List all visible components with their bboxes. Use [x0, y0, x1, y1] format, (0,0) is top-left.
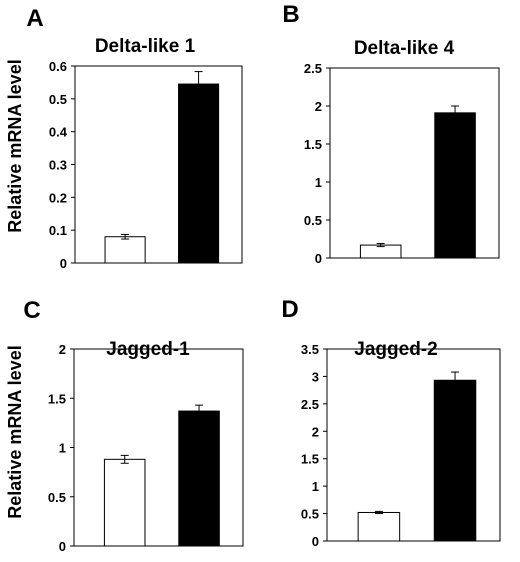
y-tick-label-a-1: 0.1 — [49, 223, 67, 238]
y-tick-label-b-2: 1 — [315, 175, 322, 190]
y-tick-label-d-4: 2 — [312, 424, 319, 439]
y-tick-label-d-3: 1.5 — [301, 452, 319, 467]
y-tick-label-a-3: 0.3 — [49, 158, 67, 173]
y-tick-label-d-5: 2.5 — [301, 397, 319, 412]
bar-c-2 — [178, 410, 220, 547]
chart-title-b: Delta-like 4 — [354, 38, 455, 59]
y-tick-label-d-7: 3.5 — [301, 342, 319, 357]
y-tick-label-d-6: 3 — [312, 369, 319, 384]
y-axis-label-top: Relative mRNA level — [5, 59, 25, 232]
y-tick-label-a-4: 0.4 — [49, 125, 68, 140]
bar-b-2 — [434, 112, 476, 259]
y-tick-label-c-3: 1.5 — [48, 391, 66, 406]
y-tick-label-a-6: 0.6 — [49, 59, 67, 74]
plot-frame-b — [329, 67, 500, 259]
y-tick-label-c-4: 2 — [59, 342, 66, 357]
panel-letter-d: D — [281, 296, 298, 323]
y-tick-label-b-3: 1.5 — [304, 137, 322, 152]
y-tick-label-a-2: 0.2 — [49, 190, 67, 205]
y-tick-label-d-0: 0 — [312, 534, 319, 549]
y-tick-label-b-1: 0.5 — [304, 213, 322, 228]
panel-letter-c: C — [23, 297, 40, 324]
y-tick-label-d-1: 0.5 — [301, 507, 319, 522]
y-tick-label-c-1: 0.5 — [48, 490, 66, 505]
y-tick-label-d-2: 1 — [312, 479, 319, 494]
y-tick-label-b-0: 0 — [315, 251, 322, 266]
panel-letter-a: A — [26, 5, 43, 32]
y-tick-label-a-0: 0 — [60, 256, 67, 271]
y-tick-label-c-2: 1 — [59, 441, 66, 456]
bar-a-1 — [104, 236, 146, 264]
bar-d-2 — [433, 379, 477, 542]
y-tick-label-a-5: 0.5 — [49, 92, 67, 107]
y-axis-label-bottom: Relative mRNA level — [5, 345, 25, 518]
bar-d-1 — [357, 511, 401, 542]
y-tick-label-b-4: 2 — [315, 99, 322, 114]
chart-title-a: Delta-like 1 — [95, 36, 196, 57]
y-tick-label-b-5: 2.5 — [304, 61, 322, 76]
bar-a-2 — [178, 83, 220, 264]
y-tick-label-c-0: 0 — [59, 539, 66, 554]
panel-letter-b: B — [282, 1, 299, 28]
bar-c-1 — [103, 458, 146, 547]
plot-frame-d — [326, 348, 501, 542]
